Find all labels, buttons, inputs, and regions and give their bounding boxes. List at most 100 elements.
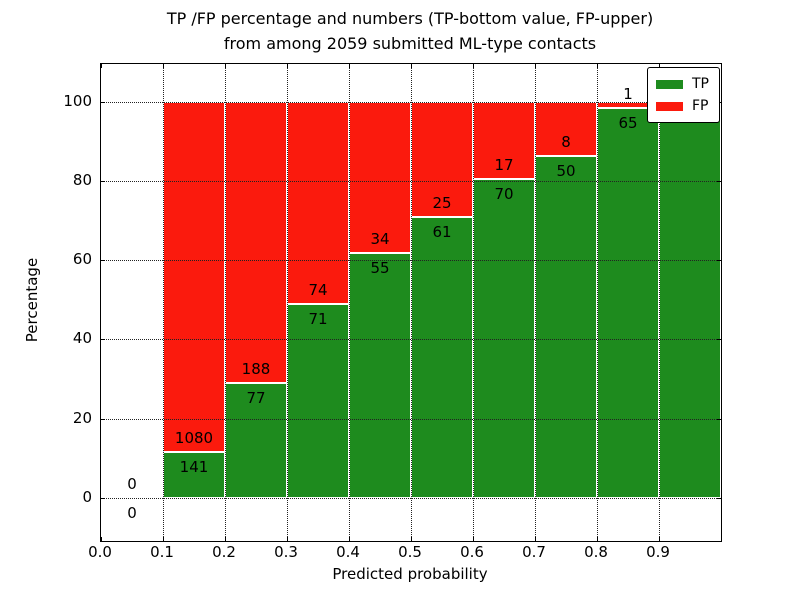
bar-segment-tp [163,452,225,498]
y-tick-mark [101,101,105,103]
bar-count-label-tp: 71 [308,309,328,328]
y-tick-mark [717,339,721,341]
bar-count-label-fp: 8 [561,133,571,152]
bar-count-label-fp: 1 [623,84,633,103]
chart-title-line2: from among 2059 submitted ML-type contac… [223,34,597,53]
gridline-v [225,64,226,541]
legend-label-tp: TP [692,76,709,92]
legend-label-fp: FP [692,98,709,114]
y-tick-mark [101,498,105,499]
x-tick-mark [597,64,598,68]
bar-count-label-fp: 25 [432,193,452,212]
bar-segment-tp [411,216,473,498]
gridline-v [349,64,350,541]
gridline-v [163,64,164,541]
x-axis-label: Predicted probability [332,565,488,583]
x-tick-mark [349,537,350,541]
gridline-h [101,498,721,499]
plot-area: TP FP 0 0 1080 141 188 77 74 71 34 55 25 61 17 70 8 50 1… [100,63,722,542]
y-tick-mark [717,180,721,182]
gridline-v [535,64,536,541]
gridline-v [597,64,598,541]
y-tick-label: 20 [72,408,92,427]
gridline-v [287,64,288,541]
y-tick-label: 0 [82,488,92,506]
y-tick-mark [717,260,721,262]
bar-count-label-fp: 0 [127,475,137,493]
bar-segment-fp [411,101,473,217]
x-tick-label: 0.0 [88,543,112,561]
y-tick-mark [101,339,105,341]
gridline-h [101,418,721,420]
x-tick-mark [163,64,164,68]
gridline-v [659,64,660,541]
bar-count-label-tp: 77 [246,388,266,407]
x-tick-mark [473,64,474,68]
bar-segment-tp [287,303,349,498]
bar-count-label-fp: 34 [370,230,390,248]
fp-swatch-icon [656,101,683,111]
bar-count-label-tp: 61 [432,222,452,241]
x-tick-mark [287,64,288,68]
chart-title-line1: TP /FP percentage and numbers (TP-bottom… [166,9,654,28]
y-axis-label: Percentage [23,257,41,343]
bar-count-label-tp: 55 [370,259,390,277]
bar-segment-tp [659,101,721,498]
x-tick-label: 0.4 [336,543,360,561]
x-tick-label: 0.6 [460,543,484,561]
y-tick-label: 60 [72,250,92,269]
bar-segment-fp [163,101,225,453]
x-tick-mark [101,64,102,68]
bar-count-label-tp: 0 [127,504,137,522]
x-tick-mark [535,537,536,541]
gridline-h [101,180,721,182]
bar-segment-fp [225,101,287,383]
bar-count-label-tp: 65 [618,113,638,132]
x-tick-label: 0.1 [150,543,174,561]
x-tick-mark [349,64,350,68]
y-tick-mark [101,260,105,262]
bar-segment-fp [287,101,349,304]
bar-segment-tp [597,107,659,498]
bar-segment-tp [535,156,597,498]
y-tick-mark [717,418,721,420]
legend: TP FP [647,67,720,123]
x-tick-mark [101,537,102,541]
gridline-h [101,339,721,341]
bar-count-label-fp: 1080 [174,429,214,448]
x-tick-mark [597,537,598,541]
x-tick-label: 0.2 [212,543,236,561]
bar-count-label-fp: 17 [494,156,514,174]
x-tick-label: 0.5 [398,543,422,561]
bar-segment-tp [225,382,287,498]
tp-swatch-icon [656,79,683,89]
y-tick-mark [101,418,105,420]
x-tick-mark [473,537,474,541]
gridline-h [101,101,721,103]
bar-segment-tp [349,253,411,498]
y-tick-label: 100 [63,91,92,110]
x-tick-mark [411,64,412,68]
bar-count-label-tp: 70 [494,185,514,203]
x-tick-mark [225,64,226,68]
y-tick-mark [717,498,721,499]
bar-count-label-tp: 141 [179,458,209,477]
bar-count-label-fp: 74 [308,280,328,299]
x-tick-label: 0.3 [274,543,298,561]
gridline-v [411,64,412,541]
x-tick-mark [535,64,536,68]
x-tick-mark [163,537,164,541]
y-tick-mark [101,180,105,182]
y-tick-label: 40 [72,329,92,348]
x-tick-mark [659,64,660,68]
x-tick-mark [659,537,660,541]
x-tick-mark [225,537,226,541]
x-tick-label: 0.9 [646,543,670,561]
x-tick-mark [287,537,288,541]
bar-count-label-tp: 50 [556,162,576,181]
legend-item-fp: FP [656,95,709,117]
x-tick-label: 0.8 [584,543,608,561]
bar-count-label-fp: 188 [241,359,271,378]
legend-item-tp: TP [656,73,709,95]
